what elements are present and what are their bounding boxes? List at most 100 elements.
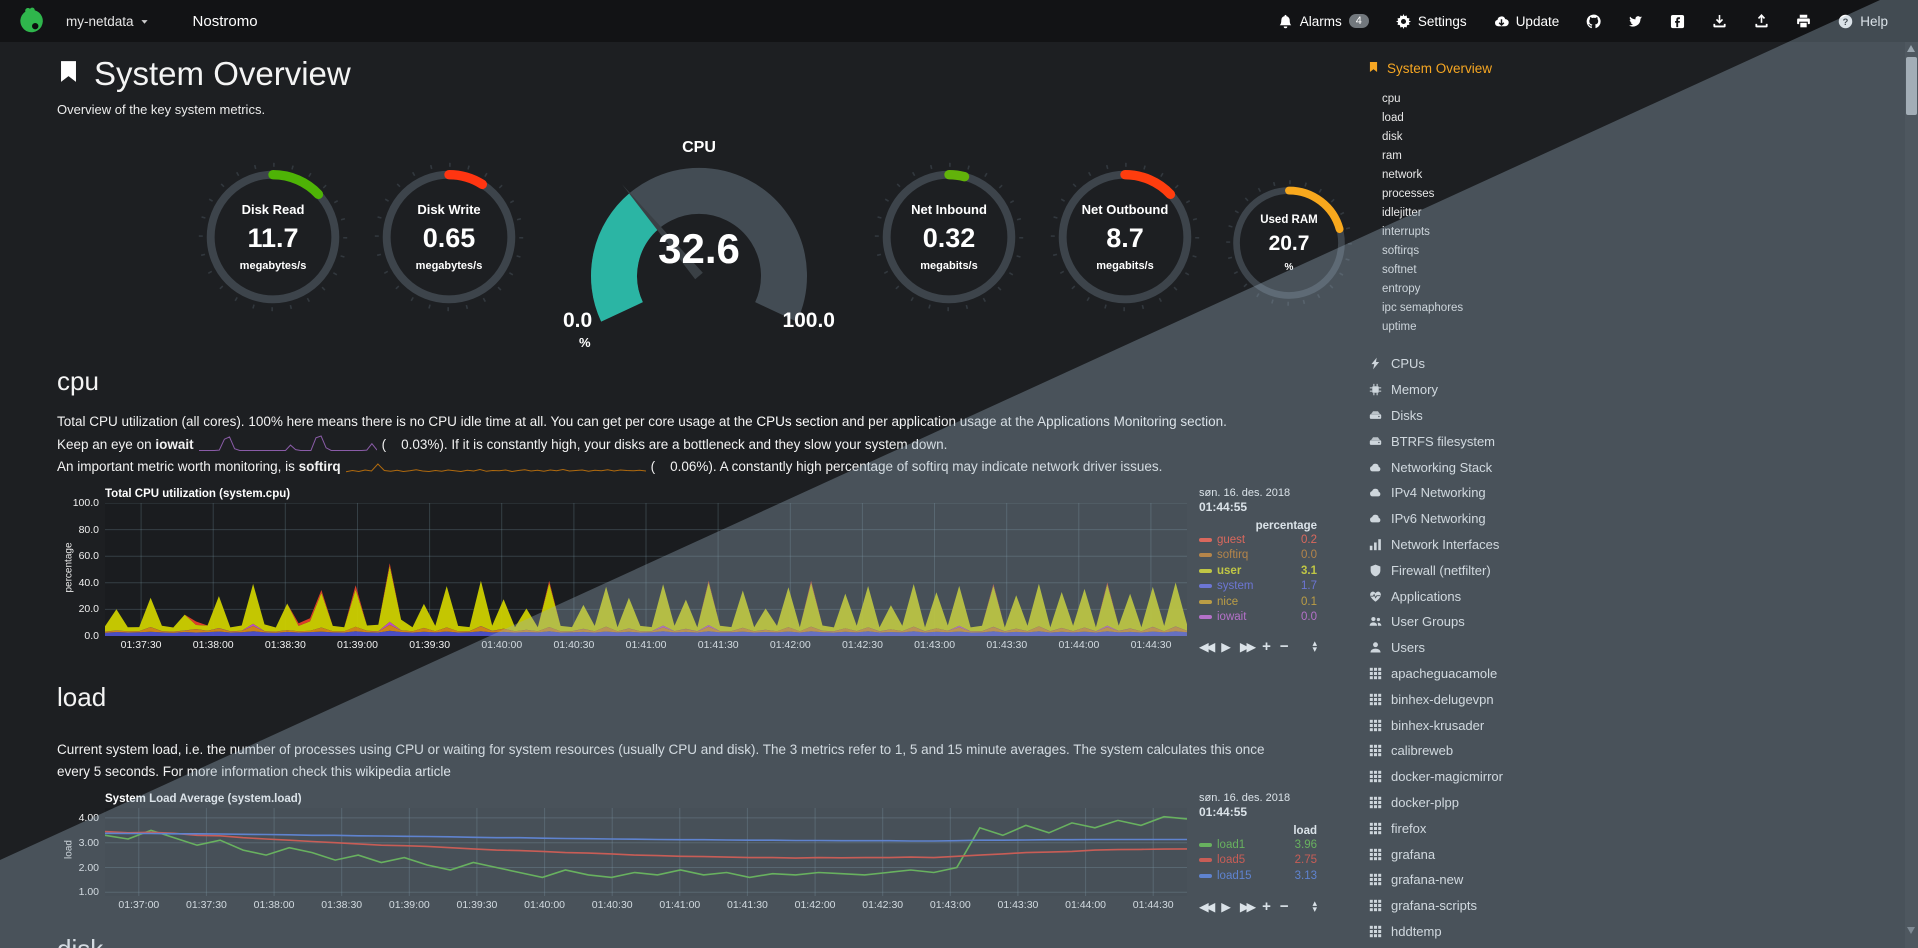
legend-row-softirq[interactable]: softirq 0.0	[1199, 548, 1317, 564]
sidebar-item-users[interactable]: Users	[1368, 635, 1902, 661]
sidebar-item-softirqs[interactable]: softirqs	[1382, 245, 1420, 257]
sidebar-item-memory[interactable]: Memory	[1368, 377, 1902, 403]
gauge-cpu[interactable]: CPU 32.6 0.0 100.0%	[549, 139, 849, 350]
netdata-logo-icon[interactable]	[16, 6, 46, 36]
sidebar-item-networking-stack[interactable]: Networking Stack	[1368, 454, 1902, 480]
scroll-down-button[interactable]	[1907, 927, 1915, 934]
sidebar-item-cpu[interactable]: cpu	[1382, 93, 1401, 105]
hostname-dropdown[interactable]: my-netdata	[66, 14, 149, 29]
legend-row-nice[interactable]: nice 0.1	[1199, 594, 1317, 610]
scrollbar-thumb[interactable]	[1906, 57, 1917, 115]
chart-pan-right-button[interactable]: ▶▶	[1239, 640, 1256, 654]
iowait-note-text: ( 0.03%). If it is constantly high, your…	[381, 437, 948, 452]
chart-play-button[interactable]: ▶	[1221, 640, 1231, 654]
sidebar-item-ipv4-networking[interactable]: IPv4 Networking	[1368, 480, 1902, 506]
legend-row-load15[interactable]: load15 3.13	[1199, 868, 1317, 884]
sidebar-item-grafana-scripts[interactable]: grafana-scripts	[1368, 893, 1902, 919]
legend-date: søn. 16. des. 2018	[1199, 487, 1291, 499]
cpus-section-link[interactable]: CPUs section	[756, 414, 839, 429]
page-scrollbar[interactable]	[1905, 42, 1918, 948]
nav-export-snapshot-button[interactable]	[1712, 14, 1727, 29]
softirq-sparkline	[345, 456, 646, 478]
applications-section-link[interactable]: Applications Monitoring section	[1037, 414, 1224, 429]
sidebar-item-label: grafana	[1391, 846, 1436, 862]
nav-alarms-button[interactable]: Alarms 4	[1278, 14, 1369, 29]
sidebar-item-user-groups[interactable]: User Groups	[1368, 609, 1902, 635]
sidebar-item-network[interactable]: network	[1382, 169, 1423, 181]
svg-text:?: ?	[1843, 16, 1849, 26]
x-tick-label: 01:40:30	[591, 899, 633, 911]
nav-help-button[interactable]: ? Help	[1838, 14, 1888, 29]
sidebar-item-btrfs-filesystem[interactable]: BTRFS filesystem	[1368, 428, 1902, 454]
chart-zoom-in-button[interactable]: +	[1262, 898, 1271, 915]
sidebar-item-idlejitter[interactable]: idlejitter	[1382, 207, 1422, 219]
sidebar-item-disks[interactable]: Disks	[1368, 403, 1902, 429]
sidebar-item-uptime[interactable]: uptime	[1382, 321, 1417, 333]
sidebar-item-binhex-delugevpn[interactable]: binhex-delugevpn	[1368, 686, 1902, 712]
sidebar-item-softnet[interactable]: softnet	[1382, 264, 1417, 276]
sidebar-item-interrupts[interactable]: interrupts	[1382, 226, 1430, 238]
gauge-disk-read[interactable]: Disk Read 11.7 megabytes/s	[197, 161, 349, 313]
sidebar-item-load[interactable]: load	[1382, 112, 1404, 124]
gauge-label: Disk Write	[417, 202, 481, 217]
gauge-used-ram[interactable]: Used RAM 20.7%	[1225, 179, 1353, 307]
chart-pan-right-button[interactable]: ▶▶	[1239, 900, 1256, 914]
sidebar-item-processes[interactable]: processes	[1382, 188, 1435, 200]
sidebar-item-grafana-new[interactable]: grafana-new	[1368, 867, 1902, 893]
nav-settings-button[interactable]: Settings	[1395, 13, 1467, 29]
sidebar-item-ram[interactable]: ram	[1382, 150, 1402, 162]
chart-resize-handle[interactable]: ▴ ▾	[1312, 898, 1317, 914]
nav-facebook-button[interactable]	[1670, 14, 1685, 29]
chart-pan-left-button[interactable]: ◀◀	[1199, 640, 1215, 654]
gauge-ring	[1226, 180, 1352, 306]
sidebar-item-docker-plpp[interactable]: docker-plpp	[1368, 790, 1902, 816]
sidebar-item-calibreweb[interactable]: calibreweb	[1368, 738, 1902, 764]
nav-twitter-button[interactable]	[1628, 14, 1643, 29]
nav-update-button[interactable]: Update	[1494, 14, 1559, 29]
wikipedia-link[interactable]: wikipedia article	[355, 764, 451, 779]
load-section-heading: load	[57, 682, 107, 712]
nav-github-button[interactable]	[1586, 14, 1601, 29]
sidebar-item-cpus[interactable]: CPUs	[1368, 351, 1902, 377]
sidebar-item-apacheguacamole[interactable]: apacheguacamole	[1368, 661, 1902, 687]
chart-resize-handle[interactable]: ▴ ▾	[1312, 638, 1317, 654]
sidebar-item-ipv6-networking[interactable]: IPv6 Networking	[1368, 506, 1902, 532]
sidebar-item-docker-magicmirror[interactable]: docker-magicmirror	[1368, 764, 1902, 790]
x-tick-label: 01:40:00	[481, 639, 523, 651]
sidebar-item-grafana[interactable]: grafana	[1368, 841, 1902, 867]
chart-play-button[interactable]: ▶	[1221, 900, 1231, 914]
sidebar-item-hddtemp[interactable]: hddtemp	[1368, 919, 1902, 945]
sidebar-item-disk[interactable]: disk	[1382, 131, 1403, 143]
chart-zoom-in-button[interactable]: +	[1262, 638, 1271, 655]
sidebar-item-label: CPUs	[1391, 356, 1425, 372]
gauge-text: Net Outbound 8.7 megabits/s	[1049, 161, 1201, 313]
sidebar-item-system-overview[interactable]: System Overview	[1368, 60, 1902, 77]
sidebar-item-firewall-netfilter[interactable]: Firewall (netfilter)	[1368, 557, 1902, 583]
chart-plot-area[interactable]	[105, 808, 1187, 896]
legend-row-load1[interactable]: load1 3.96	[1199, 837, 1317, 853]
nav-import-snapshot-button[interactable]	[1754, 13, 1769, 29]
chart-zoom-out-button[interactable]: −	[1279, 638, 1289, 655]
gauge-unit: %	[579, 335, 591, 350]
gauge-net-outbound[interactable]: Net Outbound 8.7 megabits/s	[1049, 161, 1201, 313]
gauge-disk-write[interactable]: Disk Write 0.65 megabytes/s	[373, 161, 525, 313]
sidebar-item-binhex-krusader[interactable]: binhex-krusader	[1368, 712, 1902, 738]
sidebar-item-ipc-semaphores[interactable]: ipc semaphores	[1382, 302, 1464, 314]
legend-row-system[interactable]: system 1.7	[1199, 579, 1317, 595]
x-axis-labels: 01:37:00 01:37:30 01:38:00 01:38:30 01:39:00…	[105, 899, 1187, 911]
chart-zoom-out-button[interactable]: −	[1279, 898, 1289, 915]
legend-row-load5[interactable]: load5 2.75	[1199, 853, 1317, 869]
sidebar-item-applications[interactable]: Applications	[1368, 583, 1902, 609]
scroll-up-button[interactable]	[1907, 45, 1915, 52]
chart-pan-left-button[interactable]: ◀◀	[1199, 900, 1215, 914]
chart-plot-area[interactable]	[105, 503, 1187, 636]
sidebar-item-network-interfaces[interactable]: Network Interfaces	[1368, 532, 1902, 558]
legend-row-guest[interactable]: guest 0.2	[1199, 532, 1317, 548]
x-tick-label: 01:43:00	[914, 639, 956, 651]
legend-row-iowait[interactable]: iowait 0.0	[1199, 610, 1317, 626]
legend-row-user[interactable]: user 3.1	[1199, 563, 1317, 579]
sidebar-item-entropy[interactable]: entropy	[1382, 283, 1421, 295]
gauge-net-inbound[interactable]: Net Inbound 0.32 megabits/s	[873, 161, 1025, 313]
nav-print-button[interactable]	[1796, 14, 1811, 29]
sidebar-item-firefox[interactable]: firefox	[1368, 815, 1902, 841]
